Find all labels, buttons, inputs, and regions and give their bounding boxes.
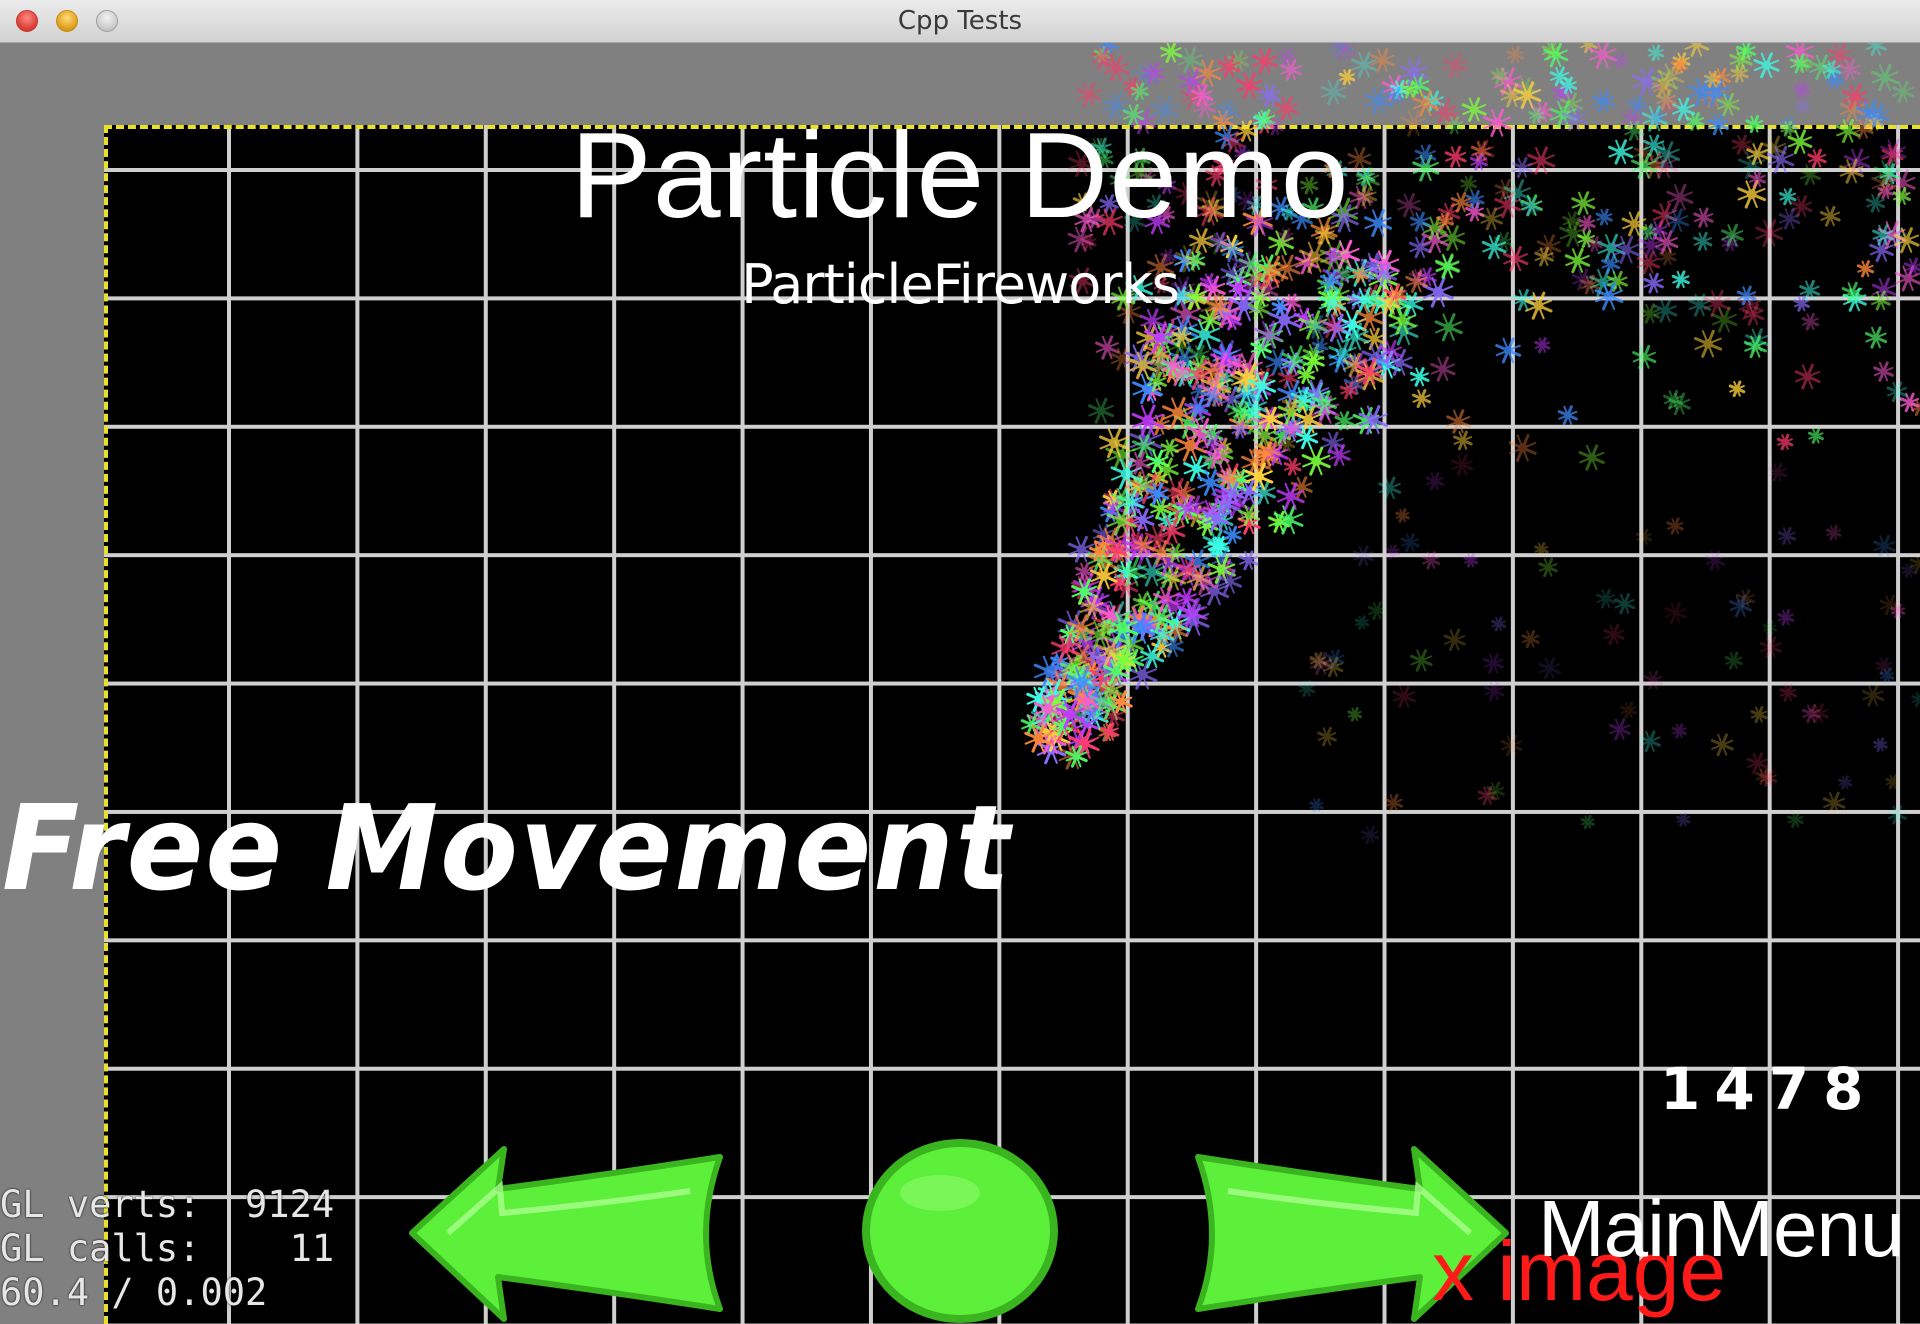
- next-button[interactable]: [1194, 1143, 1510, 1323]
- grid-background: [104, 125, 1920, 1324]
- stat-fps: 60.4 / 0.002: [0, 1271, 268, 1314]
- restart-button[interactable]: [860, 1133, 1060, 1323]
- arrow-right-icon: [1195, 1146, 1509, 1322]
- stat-gl-calls: GL calls: 11: [0, 1227, 335, 1270]
- circle-icon: [862, 1139, 1058, 1323]
- zoom-window-button[interactable]: [96, 10, 118, 32]
- demo-subtitle: ParticleFireworks: [741, 253, 1180, 316]
- back-button[interactable]: [408, 1143, 724, 1323]
- window-title: Cpp Tests: [897, 6, 1023, 36]
- arrow-left-icon: [409, 1146, 723, 1322]
- stat-gl-verts: GL verts: 9124: [0, 1183, 335, 1226]
- missing-image-label: x image: [1432, 1224, 1727, 1318]
- game-viewport[interactable]: Particle Demo ParticleFireworks Free Mov…: [0, 43, 1920, 1324]
- mode-label: Free Movement: [2, 779, 1012, 917]
- close-window-button[interactable]: [16, 10, 38, 32]
- minimize-window-button[interactable]: [56, 10, 78, 32]
- demo-title: Particle Demo: [570, 107, 1350, 243]
- window-titlebar: Cpp Tests: [0, 0, 1920, 43]
- gl-stats: GL verts: 9124 GL calls: 11 60.4 / 0.002: [0, 1183, 334, 1315]
- particle-fireworks-layer: [1020, 43, 1920, 845]
- main-menu-button[interactable]: MainMenu: [1538, 1184, 1905, 1273]
- particle-count: 1478: [1660, 1055, 1878, 1123]
